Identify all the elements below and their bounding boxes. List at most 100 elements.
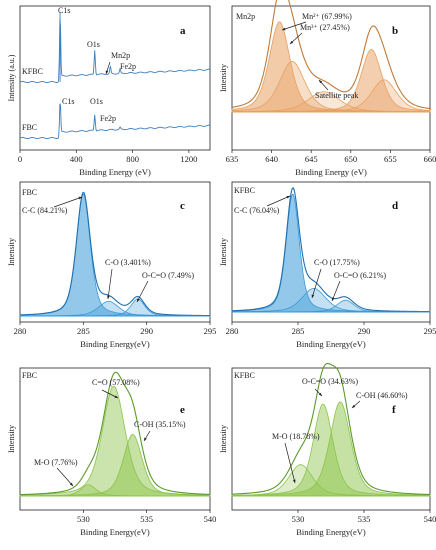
peak-annotation: C-OH (35.15%) xyxy=(134,420,186,429)
annotation-arrow xyxy=(107,268,113,300)
arrow-head xyxy=(78,196,82,200)
panel-letter: f xyxy=(392,404,396,416)
x-tick-label: 655 xyxy=(384,154,397,164)
panel-c: 280 285 290 295 Binding Energy(eV) Intensity F… xyxy=(7,181,217,349)
annotation-arrow xyxy=(284,442,296,484)
peak-annotation: Mn²⁺ (67.99%) xyxy=(302,12,352,21)
panel-title: FBC xyxy=(22,371,37,380)
arrow-head xyxy=(114,395,118,398)
y-axis-label: Intensity xyxy=(219,64,228,92)
panel-title: Mn2p xyxy=(236,12,255,21)
annotation-arrow xyxy=(281,21,307,31)
peak-annotation: C-OH (46.60%) xyxy=(356,391,408,400)
peak-annotation: M-O (7.76%) xyxy=(34,458,78,467)
envelope-line xyxy=(231,362,431,496)
arrow-head xyxy=(311,294,315,298)
panel-a: 0 400 800 1200 Binding Energy (eV) Intensity … xyxy=(7,5,211,177)
x-tick-label: 660 xyxy=(424,154,436,164)
plot-frame xyxy=(19,367,211,511)
peak-annotation: O-C=O (34.63%) xyxy=(302,377,358,386)
x-axis-label: Binding Energy(eV) xyxy=(80,527,150,537)
panel-d: 280 285 290 295 Binding Energy(eV) Intensity K… xyxy=(219,181,436,349)
peak-label: Fe2p xyxy=(100,114,116,123)
annotation-arrow xyxy=(56,467,74,487)
peak-annotation: C-O (17.75%) xyxy=(314,258,360,267)
panel-letter: e xyxy=(180,404,185,416)
x-tick-label: 530 xyxy=(77,514,90,524)
panel-letter: c xyxy=(180,200,185,212)
peak-label: O1s xyxy=(90,97,103,106)
x-tick-label: 295 xyxy=(424,326,436,336)
peak-annotation: C=O (57.08%) xyxy=(92,378,140,387)
envelope-line xyxy=(19,191,211,317)
x-tick-label: 535 xyxy=(140,514,153,524)
x-tick-label: 540 xyxy=(204,514,217,524)
x-tick-label: 800 xyxy=(126,154,139,164)
arrow-head xyxy=(107,295,110,299)
annotation-arrow xyxy=(136,280,149,303)
annotation-arrow xyxy=(311,268,322,299)
survey-line xyxy=(19,103,211,139)
survey-line xyxy=(19,18,211,83)
peak-annotation: O-C=O (6.21%) xyxy=(334,271,386,280)
peak-annotation: M-O (18.78%) xyxy=(272,432,320,441)
arrow-head xyxy=(282,27,286,31)
peak-annotation: C-O (3.401%) xyxy=(105,258,151,267)
peak-component xyxy=(19,434,211,497)
x-tick-label: 645 xyxy=(305,154,318,164)
peak-label: C1s xyxy=(58,6,70,15)
peak-component xyxy=(231,401,431,497)
x-axis-label: Binding Energy(eV) xyxy=(80,339,150,349)
envelope-line xyxy=(231,0,431,110)
x-tick-label: 285 xyxy=(292,326,305,336)
peak-annotation: O-C=O (7.49%) xyxy=(142,271,194,280)
panel-e: 530 535 540 Binding Energy(eV) Intensity FBC M… xyxy=(7,367,217,537)
x-axis-label: Binding Energy(eV) xyxy=(296,527,366,537)
arrow-head xyxy=(318,392,322,396)
x-tick-label: 0 xyxy=(18,154,22,164)
x-tick-label: 295 xyxy=(204,326,217,336)
panel-letter: d xyxy=(392,200,398,212)
panel-b: 635 640 645 650 655 660 Binding Energy (eV) Int… xyxy=(219,0,436,177)
x-axis-label: Binding Energy (eV) xyxy=(295,167,367,177)
annotation-arrow xyxy=(331,280,341,302)
envelope-line xyxy=(231,187,431,313)
peak-label: Fe2p xyxy=(120,62,136,71)
peak-annotation: Mn³⁺ (27.45%) xyxy=(300,23,350,32)
x-tick-label: 290 xyxy=(140,326,153,336)
y-axis-label: Intensity xyxy=(219,425,228,453)
plot-frame xyxy=(231,367,431,511)
arrow-head xyxy=(319,80,323,84)
x-tick-label: 650 xyxy=(344,154,357,164)
x-axis-label: Binding Energy (eV) xyxy=(79,167,151,177)
envelope-line xyxy=(19,371,211,496)
y-axis-label: Intensity xyxy=(7,425,16,453)
x-tick-label: 540 xyxy=(424,514,436,524)
panel-title: FBC xyxy=(22,188,37,197)
arrow-head xyxy=(105,70,109,74)
x-tick-label: 640 xyxy=(265,154,278,164)
peak-annotation: C-C (84.21%) xyxy=(22,206,68,215)
peak-component xyxy=(19,385,211,497)
peak-annotation: Satellite peak xyxy=(315,91,358,100)
panel-letter: a xyxy=(180,25,186,37)
x-tick-label: 280 xyxy=(14,326,27,336)
arrow-head xyxy=(290,40,294,44)
x-tick-label: 285 xyxy=(77,326,90,336)
panel-f: 530 535 540 Binding Energy(eV) Intensity KFBC… xyxy=(219,362,436,537)
arrow-head xyxy=(144,437,147,441)
x-tick-label: 290 xyxy=(358,326,371,336)
peak-label: C1s xyxy=(62,97,74,106)
x-tick-label: 635 xyxy=(226,154,239,164)
x-tick-label: 530 xyxy=(292,514,305,524)
annotation-arrow xyxy=(266,195,291,207)
peak-annotation: C-C (76.04%) xyxy=(234,206,280,215)
arrow-head xyxy=(292,479,296,483)
plot-frame xyxy=(19,181,211,323)
x-tick-label: 535 xyxy=(358,514,371,524)
plot-frame xyxy=(19,5,211,151)
peak-label: O1s xyxy=(87,40,100,49)
plot-frame xyxy=(231,5,431,151)
y-axis-label: Intensity xyxy=(7,238,16,266)
